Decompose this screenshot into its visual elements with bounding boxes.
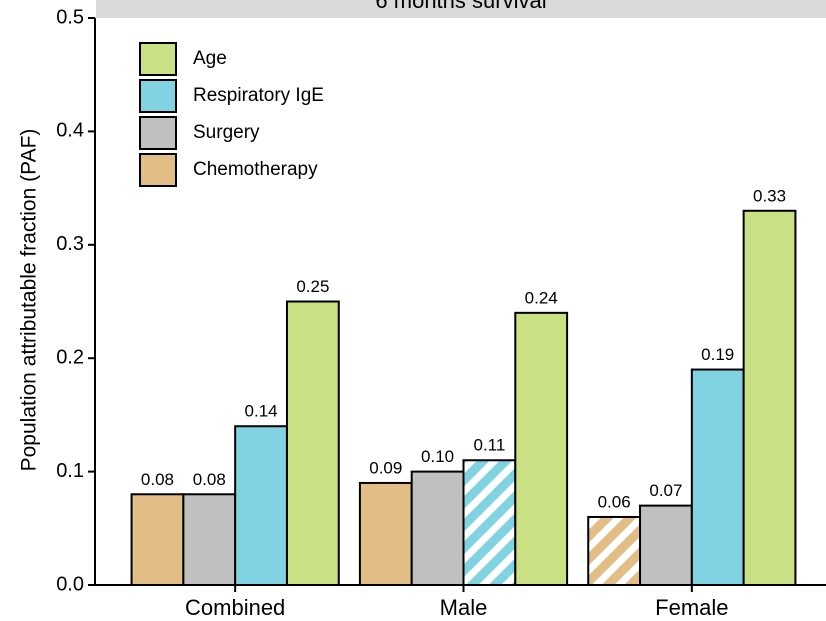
chart-title: 6 months survival	[375, 0, 546, 13]
bar	[639, 504, 693, 586]
y-tick-label: 0.4	[56, 120, 84, 142]
value-label: 0.10	[421, 447, 454, 466]
x-tick-label: Female	[655, 595, 728, 620]
legend-label: Surgery	[193, 122, 260, 143]
legend-label: Age	[193, 48, 227, 69]
value-label: 0.25	[296, 277, 329, 296]
value-label: 0.07	[649, 481, 682, 500]
bar	[130, 493, 185, 586]
bar	[587, 515, 642, 587]
x-tick-label: Combined	[185, 595, 285, 620]
legend-swatch	[139, 116, 177, 150]
bar	[358, 481, 413, 586]
value-label: 0.09	[369, 458, 402, 477]
x-tick-label: Male	[440, 595, 488, 620]
bar	[234, 425, 288, 586]
legend-swatch	[139, 153, 177, 187]
bar	[690, 368, 745, 587]
bar	[410, 470, 465, 587]
value-label: 0.33	[753, 186, 786, 205]
y-tick-label: 0.0	[56, 573, 84, 595]
value-label: 0.08	[193, 470, 226, 489]
legend-label: Chemotherapy	[193, 159, 318, 180]
value-label: 0.06	[598, 492, 631, 511]
value-label: 0.14	[245, 402, 278, 421]
bar	[182, 493, 237, 586]
bar	[742, 209, 797, 586]
legend-swatch	[139, 79, 177, 113]
value-label: 0.19	[701, 345, 734, 364]
y-tick-label: 0.1	[56, 460, 84, 482]
bar	[514, 311, 569, 586]
bar	[462, 459, 517, 587]
y-tick-label: 0.3	[56, 233, 84, 255]
value-label: 0.08	[141, 470, 174, 489]
legend-swatch	[139, 42, 177, 76]
legend-label: Respiratory IgE	[193, 85, 324, 106]
y-axis-label: Population attributable fraction (PAF)	[18, 129, 41, 472]
bar	[285, 300, 340, 586]
y-tick-label: 0.5	[56, 6, 84, 28]
value-label: 0.24	[525, 288, 558, 307]
title-strip	[96, 0, 826, 18]
value-label: 0.11	[473, 436, 505, 455]
y-tick-label: 0.2	[56, 346, 84, 368]
